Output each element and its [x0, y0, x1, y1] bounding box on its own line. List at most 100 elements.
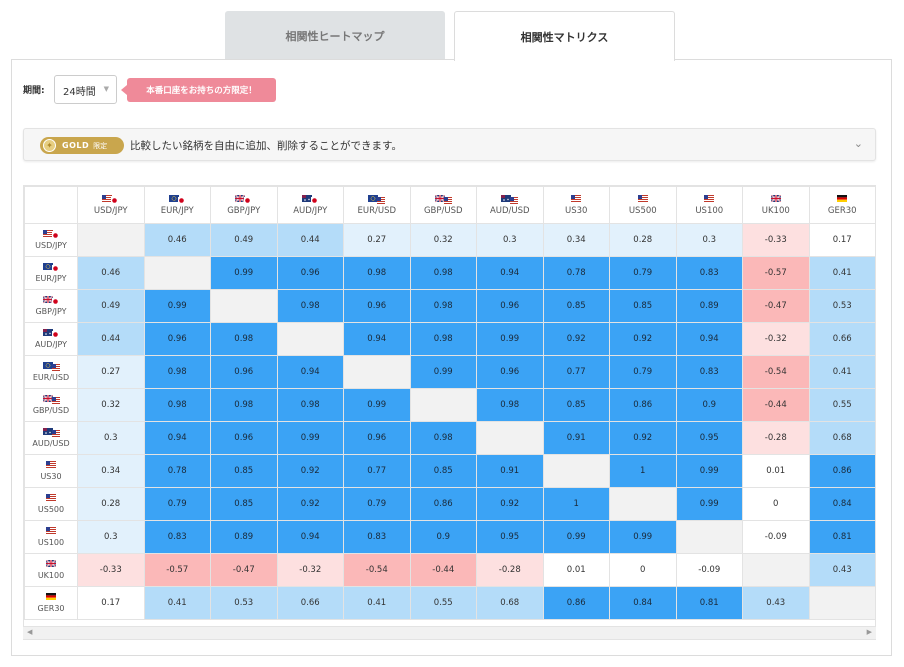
column-header: US500: [609, 186, 677, 224]
matrix-cell: 0.99: [276, 421, 344, 455]
column-header: UK100: [742, 186, 810, 224]
matrix-cell: 0.99: [542, 520, 610, 554]
flag-icon: [42, 593, 60, 601]
tab-heatmap[interactable]: 相関性ヒートマップ: [225, 11, 445, 60]
matrix-cell: 0.17: [808, 223, 875, 257]
flag-icon: [368, 194, 386, 204]
matrix-cell: 0.49: [77, 289, 145, 323]
row-header-label: USD/JPY: [35, 241, 67, 250]
column-header: GER30: [808, 186, 875, 224]
matrix-cell: 0.96: [210, 421, 278, 455]
flag-icon: [42, 560, 60, 568]
row-header-label: EUR/JPY: [35, 274, 67, 283]
matrix-cell: -0.28: [476, 553, 544, 587]
matrix-table: USD/JPY EUR/JPY GBP/JPY AUD/JPY EUR/USD GBP/U…: [24, 186, 875, 620]
column-header-label: GBP/USD: [423, 205, 463, 216]
matrix-cell: 0.55: [409, 586, 477, 620]
row-header: US100: [24, 520, 78, 554]
matrix-cell-diagonal: [742, 553, 810, 587]
flag-icon: [301, 194, 319, 204]
matrix-cell: -0.44: [742, 388, 810, 422]
matrix-cell: 0.94: [675, 322, 743, 356]
row-header: GBP/JPY: [24, 289, 78, 323]
matrix-panel: 期間: 24時間 ▼ 本番口座をお持ちの方限定！ ✦ GOLD 限定 比較したい…: [11, 59, 892, 656]
flag-icon: [42, 494, 60, 502]
matrix-cell-diagonal: [143, 256, 211, 290]
matrix-cell-diagonal: [343, 355, 411, 389]
matrix-cell: 0.3: [675, 223, 743, 257]
matrix-cell: 0.85: [609, 289, 677, 323]
gold-feature-bar[interactable]: ✦ GOLD 限定 比較したい銘柄を自由に追加、削除することができます。 ⌄: [23, 128, 876, 161]
matrix-cell: 0.41: [143, 586, 211, 620]
column-header-label: GER30: [827, 205, 857, 216]
period-select[interactable]: 24時間 ▼: [54, 75, 117, 104]
column-header-label: US30: [565, 205, 588, 216]
horizontal-scrollbar[interactable]: ◀ ▶: [23, 626, 876, 639]
matrix-cell: 0.94: [476, 256, 544, 290]
matrix-cell-diagonal: [609, 487, 677, 521]
row-header-label: UK100: [37, 571, 65, 580]
matrix-cell: 0.27: [77, 355, 145, 389]
row-header-label: US30: [40, 472, 62, 481]
matrix-cell: -0.33: [742, 223, 810, 257]
matrix-cell-diagonal: [210, 289, 278, 323]
matrix-row: GBP/JPY 0.49 0.99 0.98 0.96 0.98 0.96 0.85 0.85 0…: [24, 289, 875, 323]
flag-icon: [434, 194, 452, 204]
matrix-cell-diagonal: [409, 388, 477, 422]
matrix-cell: 0.41: [343, 586, 411, 620]
matrix-cell: -0.54: [742, 355, 810, 389]
matrix-row: US100 0.3 0.83 0.89 0.94 0.83 0.9 0.95 0.99 0.99-…: [24, 520, 875, 554]
matrix-cell: 0.34: [77, 454, 145, 488]
column-header: EUR/USD: [343, 186, 411, 224]
gold-badge: ✦ GOLD 限定: [40, 137, 124, 154]
matrix-cell-diagonal: [542, 454, 610, 488]
period-value: 24時間: [63, 87, 96, 98]
matrix-cell: 0.28: [77, 487, 145, 521]
matrix-cell: 0.99: [210, 256, 278, 290]
matrix-row: EUR/USD 0.27 0.98 0.96 0.94 0.99 0.96 0.77 0.79 0…: [24, 355, 875, 389]
matrix-cell: 0.81: [675, 586, 743, 620]
row-header-label: US100: [37, 538, 65, 547]
period-label: 期間:: [23, 86, 45, 96]
matrix-row: US500 0.28 0.79 0.85 0.92 0.79 0.86 0.92 1 0.99 0 0…: [24, 487, 875, 521]
matrix-cell: 0.98: [210, 388, 278, 422]
row-header: GBP/USD: [24, 388, 78, 422]
row-header-label: GBP/USD: [32, 406, 70, 415]
matrix-cell: 0.49: [210, 223, 278, 257]
gold-badge-limit: 限定: [93, 141, 108, 150]
column-header-label: UK100: [761, 205, 790, 216]
column-header: US100: [675, 186, 743, 224]
matrix-cell: 0.98: [143, 355, 211, 389]
matrix-cell: 0.91: [476, 454, 544, 488]
matrix-cell: 0.94: [276, 355, 344, 389]
matrix-cell: 0.79: [609, 256, 677, 290]
matrix-cell: 0.99: [143, 289, 211, 323]
matrix-cell: 0.53: [210, 586, 278, 620]
column-header-label: EUR/JPY: [160, 205, 194, 216]
flag-icon: [235, 194, 253, 204]
row-header-label: AUD/JPY: [34, 340, 68, 349]
matrix-cell: -0.33: [77, 553, 145, 587]
chevron-down-icon[interactable]: ⌄: [853, 137, 863, 150]
column-header: GBP/USD: [409, 186, 477, 224]
tab-matrix[interactable]: 相関性マトリクス: [454, 11, 675, 61]
row-header-label: GBP/JPY: [35, 307, 67, 316]
matrix-cell: 0.86: [808, 454, 875, 488]
scroll-left-icon[interactable]: ◀: [27, 628, 33, 636]
matrix-cell: 0.44: [276, 223, 344, 257]
matrix-cell: 0.43: [742, 586, 810, 620]
matrix-cell: -0.09: [742, 520, 810, 554]
matrix-cell: 0.86: [609, 388, 677, 422]
matrix-cell: 0.9: [409, 520, 477, 554]
matrix-cell: 0.77: [343, 454, 411, 488]
column-header: AUD/JPY: [276, 186, 344, 224]
matrix-cell: 0.99: [409, 355, 477, 389]
row-header: GER30: [24, 586, 78, 620]
matrix-cell-diagonal: [808, 586, 875, 620]
matrix-cell: 0.79: [143, 487, 211, 521]
matrix-cell: 0.41: [808, 256, 875, 290]
matrix-cell: -0.54: [343, 553, 411, 587]
matrix-cell: 0.84: [808, 487, 875, 521]
matrix-cell: -0.28: [742, 421, 810, 455]
scroll-right-icon[interactable]: ▶: [866, 628, 872, 636]
